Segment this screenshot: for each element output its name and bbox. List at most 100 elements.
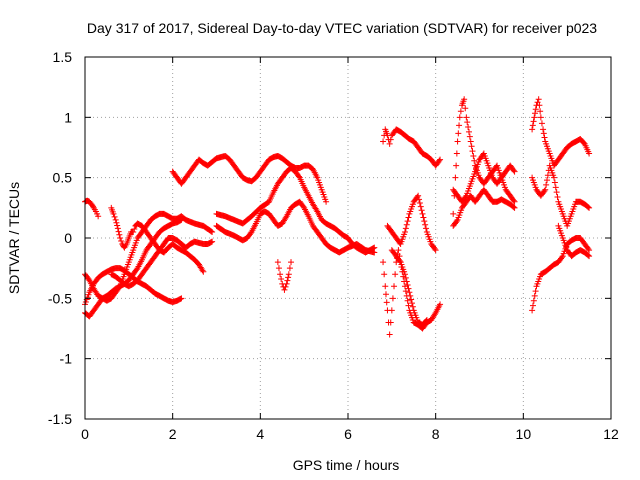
data-point xyxy=(323,198,330,205)
data-point xyxy=(511,198,518,205)
data-point xyxy=(551,174,558,181)
data-point xyxy=(288,259,295,266)
data-point xyxy=(529,302,536,309)
data-point xyxy=(395,247,402,254)
data-point xyxy=(463,114,470,121)
data-point xyxy=(453,150,460,157)
data-point xyxy=(111,213,118,220)
data-point xyxy=(530,118,537,125)
data-point xyxy=(281,286,288,293)
data-point xyxy=(532,110,539,117)
data-point xyxy=(110,210,117,217)
data-point xyxy=(382,291,389,298)
y-axis-label: SDTVAR / TECUs xyxy=(6,182,22,294)
data-point xyxy=(274,259,281,266)
data-point xyxy=(431,245,438,252)
data-point xyxy=(468,143,475,150)
data-point xyxy=(531,114,538,121)
data-point xyxy=(405,214,412,221)
data-point xyxy=(532,288,539,295)
series-sat-s xyxy=(529,162,593,229)
data-point xyxy=(112,216,119,223)
data-point xyxy=(199,267,206,274)
y-tick-label: 1 xyxy=(64,109,72,125)
data-point xyxy=(131,225,138,232)
y-tick-label: 0.5 xyxy=(53,170,73,186)
data-point xyxy=(543,181,550,188)
data-point xyxy=(541,187,548,194)
data-point xyxy=(471,157,478,164)
series-sat-e xyxy=(108,204,207,275)
data-point xyxy=(404,282,411,289)
data-point xyxy=(544,172,551,179)
data-point xyxy=(409,303,416,310)
series-sat-o xyxy=(450,96,518,217)
data-point xyxy=(542,186,549,193)
data-point xyxy=(452,174,459,181)
data-point xyxy=(415,192,422,199)
data-point xyxy=(389,295,396,302)
data-point xyxy=(532,106,539,113)
series-sat-t xyxy=(529,235,593,314)
data-point xyxy=(552,184,559,191)
data-point xyxy=(396,257,403,264)
data-point xyxy=(418,207,425,214)
data-points xyxy=(82,96,593,338)
x-tick-label: 4 xyxy=(256,426,264,442)
series-sat-j xyxy=(274,259,295,293)
data-point xyxy=(467,138,474,145)
data-point xyxy=(282,214,289,221)
series-sat-h xyxy=(213,165,378,256)
y-tick-label: 0 xyxy=(64,230,72,246)
data-point xyxy=(540,130,547,137)
data-point xyxy=(275,265,282,272)
data-point xyxy=(469,148,476,155)
data-point xyxy=(387,136,394,143)
x-tick-label: 12 xyxy=(603,426,619,442)
data-point xyxy=(113,219,120,226)
data-point xyxy=(383,299,390,306)
data-point xyxy=(382,283,389,290)
data-point xyxy=(455,130,462,137)
data-point xyxy=(456,122,463,129)
data-point xyxy=(407,292,414,299)
series-sat-d xyxy=(82,197,102,220)
data-point xyxy=(540,126,547,133)
data-point xyxy=(130,228,137,235)
data-point xyxy=(416,196,423,203)
data-point xyxy=(423,225,430,232)
data-point xyxy=(586,253,593,260)
data-point xyxy=(282,283,289,290)
series-sat-k xyxy=(380,126,444,169)
data-point xyxy=(386,140,393,147)
data-point xyxy=(380,259,387,266)
data-point xyxy=(537,114,544,121)
data-point xyxy=(117,235,124,241)
data-point xyxy=(423,317,430,324)
data-point xyxy=(380,138,387,145)
data-point xyxy=(585,245,592,252)
data-point xyxy=(114,222,121,229)
data-point xyxy=(558,254,565,261)
data-point xyxy=(417,203,424,210)
y-tick-label: -1.5 xyxy=(48,411,72,427)
x-tick-label: 0 xyxy=(81,426,89,442)
data-point xyxy=(209,238,216,245)
data-point xyxy=(553,189,560,196)
data-point xyxy=(388,307,395,314)
data-point xyxy=(432,247,439,254)
data-point xyxy=(200,268,207,275)
data-point xyxy=(416,200,423,207)
data-point xyxy=(551,179,558,186)
data-point xyxy=(456,114,463,121)
data-point xyxy=(585,252,592,259)
data-point xyxy=(531,292,538,299)
data-point xyxy=(544,177,551,184)
data-point xyxy=(403,278,410,285)
data-point xyxy=(401,271,408,278)
data-point xyxy=(391,283,398,290)
data-point xyxy=(285,274,292,281)
data-point xyxy=(118,238,125,245)
data-point xyxy=(465,128,472,135)
